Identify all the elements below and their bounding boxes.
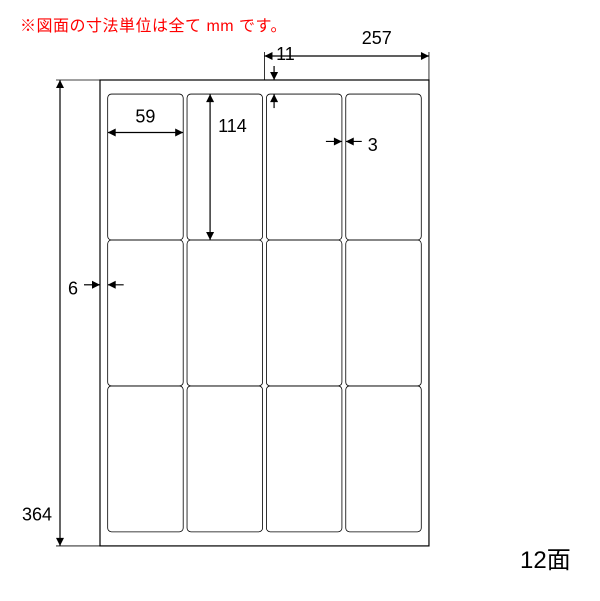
svg-text:364: 364 <box>22 505 52 525</box>
svg-text:114: 114 <box>218 116 247 136</box>
svg-text:257: 257 <box>362 28 392 48</box>
unit-note: ※図面の寸法単位は全て mm です。 <box>20 12 287 36</box>
svg-text:6: 6 <box>68 279 78 299</box>
face-count-label: 12面 <box>520 540 571 575</box>
svg-text:11: 11 <box>276 44 295 64</box>
svg-text:59: 59 <box>135 106 155 126</box>
dimension-diagram: 257 11 59 114 3 6 364 <box>0 0 600 601</box>
svg-text:3: 3 <box>368 135 378 155</box>
